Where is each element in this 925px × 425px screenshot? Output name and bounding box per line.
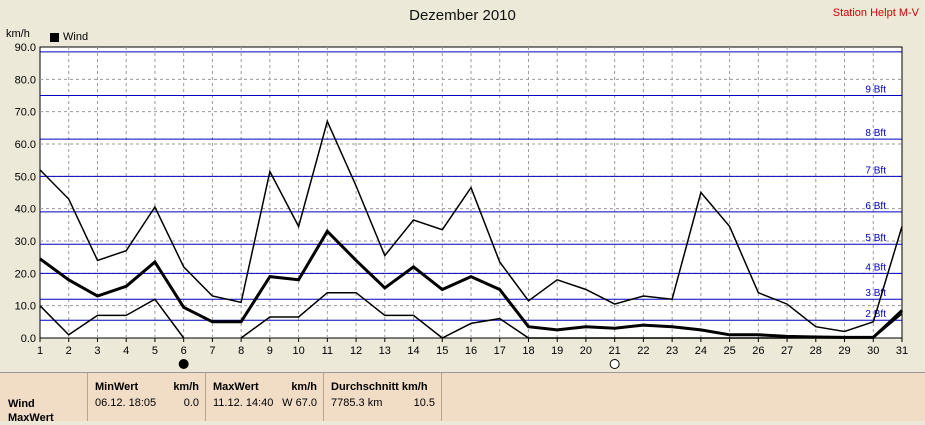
avg-total: 7785.3 km bbox=[331, 397, 383, 409]
max-header: MaxWert bbox=[213, 381, 259, 393]
x-tick-label: 29 bbox=[838, 345, 850, 357]
beaufort-label: 7 Bft bbox=[865, 165, 886, 176]
min-header: MinWert bbox=[95, 381, 139, 393]
x-tick-label: 21 bbox=[609, 345, 621, 357]
x-tick-label: 19 bbox=[551, 345, 563, 357]
y-tick-label: 30.0 bbox=[15, 236, 36, 248]
x-tick-label: 2 bbox=[66, 345, 72, 357]
stats-col-avg: Durchschnitt km/h 7785.3 km 10.5 bbox=[323, 373, 442, 421]
y-tick-label: 60.0 bbox=[15, 139, 36, 151]
x-tick-label: 3 bbox=[94, 345, 100, 357]
x-tick-label: 12 bbox=[350, 345, 362, 357]
beaufort-label: 8 Bft bbox=[865, 128, 886, 139]
y-tick-label: 80.0 bbox=[15, 74, 36, 86]
x-tick-label: 25 bbox=[723, 345, 735, 357]
beaufort-label: 3 Bft bbox=[865, 288, 886, 299]
x-tick-label: 7 bbox=[209, 345, 215, 357]
y-tick-label: 40.0 bbox=[15, 204, 36, 216]
x-tick-label: 24 bbox=[695, 345, 707, 357]
beaufort-label: 4 Bft bbox=[865, 262, 886, 273]
x-tick-label: 28 bbox=[810, 345, 822, 357]
min-value: 0.0 bbox=[183, 397, 199, 409]
x-tick-label: 27 bbox=[781, 345, 793, 357]
y-tick-label: 10.0 bbox=[15, 301, 36, 313]
stats-row-labels: Wind MaxWert bbox=[8, 397, 54, 425]
avg-header: Durchschnitt km/h bbox=[331, 381, 428, 393]
y-tick-label: 50.0 bbox=[15, 171, 36, 183]
x-tick-label: 9 bbox=[267, 345, 273, 357]
row-label-wind: Wind bbox=[8, 398, 35, 410]
x-tick-label: 31 bbox=[896, 345, 908, 357]
x-tick-label: 11 bbox=[322, 345, 333, 357]
x-tick-label: 14 bbox=[407, 345, 419, 357]
y-tick-label: 70.0 bbox=[15, 107, 36, 119]
x-tick-label: 10 bbox=[292, 345, 304, 357]
wind-chart: 0.0 10.0 20.0 30.0 40.0 50.0 60.0 70.0 80.0 90.0 1… bbox=[15, 42, 908, 369]
x-tick-label: 13 bbox=[379, 345, 391, 357]
x-tick-label: 8 bbox=[238, 345, 244, 357]
x-tick-label: 23 bbox=[666, 345, 678, 357]
x-tick-label: 17 bbox=[494, 345, 506, 357]
station-name: Station Helpt M-V bbox=[832, 7, 919, 19]
stats-col-min: MinWert km/h 06.12. 18:05 0.0 bbox=[87, 373, 205, 421]
x-tick-label: 30 bbox=[867, 345, 879, 357]
x-tick-label: 15 bbox=[436, 345, 448, 357]
y-tick-label: 90.0 bbox=[15, 42, 36, 54]
beaufort-label: 5 Bft bbox=[865, 233, 886, 244]
y-tick-label: 20.0 bbox=[15, 268, 36, 280]
max-value: W 67.0 bbox=[282, 397, 317, 409]
y-axis-unit: km/h bbox=[6, 28, 30, 40]
stats-col-max: MaxWert km/h 11.12. 14:40 W 67.0 bbox=[205, 373, 323, 421]
beaufort-label: 6 Bft bbox=[865, 201, 886, 212]
legend-swatch bbox=[50, 32, 59, 42]
stats-table: Wind MaxWert MinWert km/h 06.12. 18:05 0… bbox=[0, 372, 925, 424]
x-tick-label: 20 bbox=[580, 345, 592, 357]
max-unit: km/h bbox=[291, 381, 317, 393]
min-marker bbox=[178, 359, 189, 369]
x-tick-label: 1 bbox=[37, 345, 43, 357]
y-tick-label: 0.0 bbox=[21, 333, 36, 345]
max-time: 11.12. 14:40 bbox=[213, 397, 274, 409]
min-unit: km/h bbox=[173, 381, 199, 393]
row-label-maxwert: MaxWert bbox=[8, 412, 54, 424]
x-tick-label: 4 bbox=[123, 345, 129, 357]
beaufort-label: 9 Bft bbox=[865, 85, 886, 96]
series-line-max bbox=[39, 119, 903, 333]
x-tick-label: 22 bbox=[637, 345, 649, 357]
x-tick-label: 6 bbox=[181, 345, 187, 357]
min-time: 06.12. 18:05 bbox=[95, 397, 157, 409]
x-tick-label: 26 bbox=[752, 345, 764, 357]
max-marker bbox=[609, 359, 620, 369]
avg-value: 10.5 bbox=[413, 397, 435, 409]
x-tick-label: 16 bbox=[465, 345, 477, 357]
x-tick-label: 5 bbox=[152, 345, 158, 357]
legend: Wind bbox=[50, 31, 88, 43]
x-tick-label: 18 bbox=[522, 345, 534, 357]
legend-label: Wind bbox=[63, 31, 89, 43]
series-line-min bbox=[39, 291, 903, 339]
chart-title: Dezember 2010 bbox=[409, 7, 516, 24]
series-line-mean bbox=[39, 228, 904, 339]
